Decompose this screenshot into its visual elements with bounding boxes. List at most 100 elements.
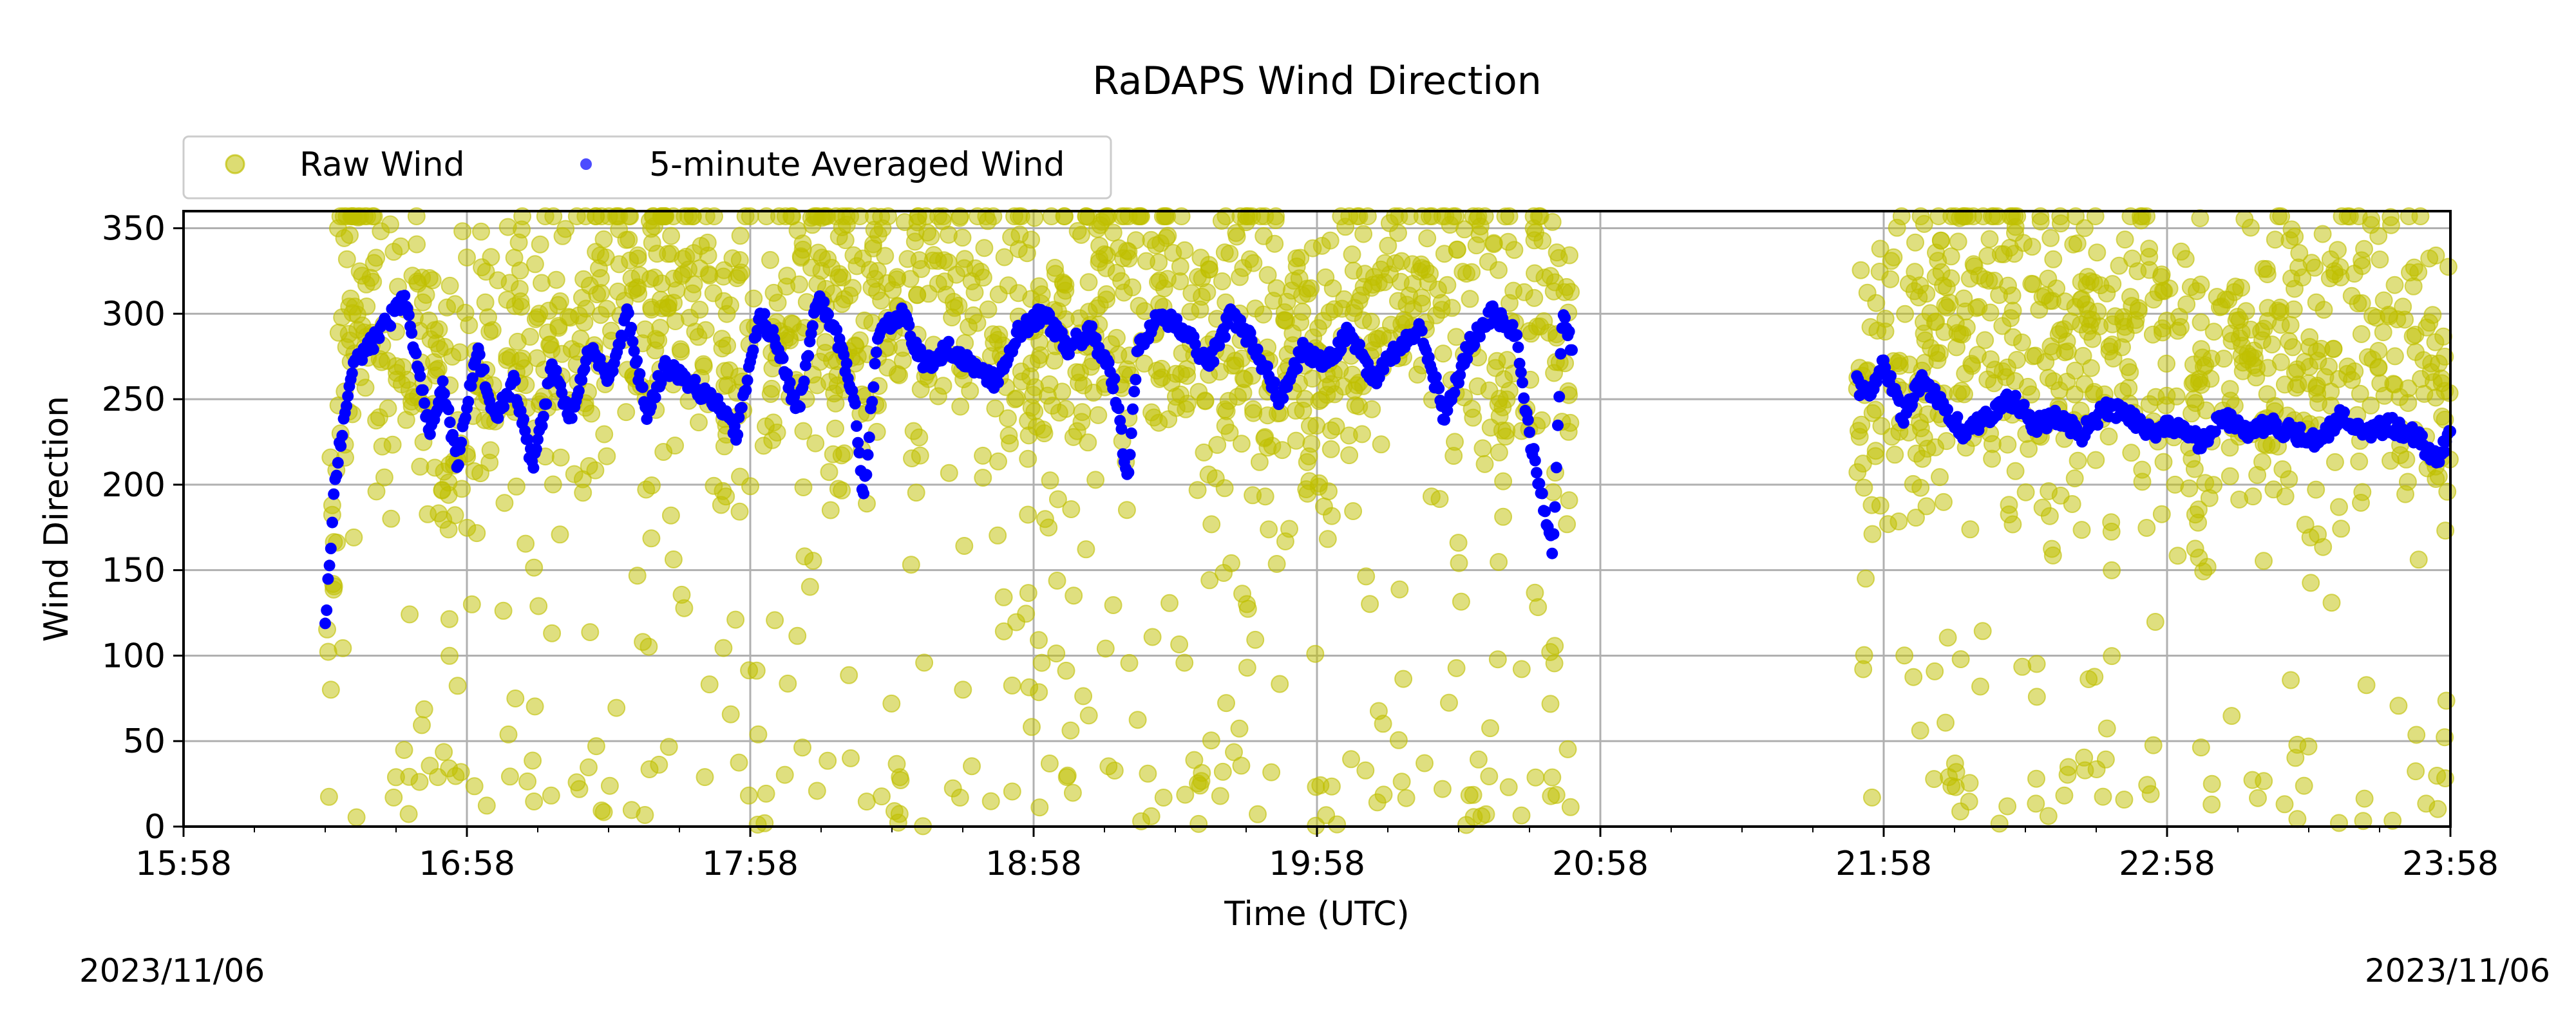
raw-wind-point <box>1350 292 1368 310</box>
raw-wind-point <box>981 792 1000 810</box>
raw-wind-point <box>448 677 467 695</box>
raw-wind-point <box>1447 659 1466 677</box>
raw-wind-point <box>1356 761 1375 780</box>
raw-wind-point <box>2352 494 2370 512</box>
raw-wind-point <box>319 787 338 806</box>
raw-wind-point <box>2196 474 2215 492</box>
raw-wind-point <box>761 250 779 269</box>
avg-wind-point <box>1553 391 1566 403</box>
raw-wind-point <box>1074 687 1093 706</box>
raw-wind-point <box>1488 351 1506 370</box>
raw-wind-point <box>1041 471 1059 490</box>
raw-wind-point <box>1526 768 1545 787</box>
raw-wind-point <box>507 477 526 496</box>
raw-wind-point <box>410 772 429 791</box>
avg-wind-point <box>689 373 701 386</box>
raw-wind-point <box>2076 219 2094 238</box>
avg-wind-point <box>325 543 337 554</box>
raw-wind-point <box>1935 492 1953 511</box>
raw-wind-point <box>819 751 837 770</box>
raw-wind-point <box>367 482 386 501</box>
raw-wind-point <box>2248 465 2267 484</box>
y-tick-label-4: 200 <box>102 466 166 505</box>
raw-wind-point <box>1321 440 1340 458</box>
raw-wind-point <box>1062 500 1081 518</box>
raw-wind-point <box>471 464 489 483</box>
raw-wind-point <box>2275 375 2294 394</box>
raw-wind-point <box>465 777 484 796</box>
raw-wind-point <box>571 330 590 348</box>
raw-wind-point <box>1150 370 1169 388</box>
raw-wind-point <box>2271 303 2289 321</box>
raw-wind-point <box>2065 469 2084 488</box>
raw-wind-point <box>905 232 924 251</box>
avg-wind-point <box>849 398 861 409</box>
raw-wind-point <box>592 284 610 303</box>
raw-wind-point <box>1057 400 1075 418</box>
raw-wind-point <box>2374 291 2393 310</box>
raw-wind-point <box>513 220 531 239</box>
raw-wind-point <box>1457 816 1475 834</box>
avg-wind-point <box>336 429 348 442</box>
x-tick-label-3: 18:58 <box>985 845 1082 883</box>
raw-wind-point <box>1039 518 1058 537</box>
raw-wind-point <box>2043 342 2062 361</box>
raw-wind-point <box>994 622 1013 641</box>
raw-wind-point <box>1361 595 1379 613</box>
raw-wind-point <box>1298 285 1317 303</box>
raw-wind-point <box>1392 772 1411 791</box>
raw-wind-point <box>714 267 733 286</box>
raw-wind-point <box>2394 297 2412 316</box>
avg-wind-point <box>1354 339 1365 351</box>
raw-wind-point <box>2309 525 2327 543</box>
avg-wind-point <box>867 381 880 393</box>
avg-wind-point <box>466 372 478 384</box>
raw-wind-point <box>2198 557 2217 576</box>
raw-wind-point <box>531 235 549 254</box>
raw-wind-point <box>1852 415 1871 434</box>
raw-wind-point <box>793 738 811 757</box>
raw-wind-point <box>1976 331 1994 350</box>
raw-wind-point <box>696 768 714 787</box>
raw-wind-point <box>1931 468 1949 487</box>
raw-wind-point <box>935 272 954 291</box>
legend: Raw Wind 5-minute Averaged Wind <box>182 135 1112 200</box>
raw-wind-point <box>384 788 403 807</box>
raw-wind-point <box>1166 388 1185 406</box>
raw-wind-point <box>862 278 881 297</box>
x-tick-label-8: 23:58 <box>2402 845 2499 883</box>
avg-wind-point <box>532 433 544 445</box>
avg-wind-point <box>862 449 874 461</box>
raw-wind-point <box>1030 798 1049 817</box>
raw-wind-point <box>2192 340 2210 359</box>
raw-wind-point <box>341 226 359 245</box>
raw-wind-point <box>2412 370 2430 388</box>
avg-wind-point <box>438 388 450 400</box>
raw-wind-point <box>713 339 732 358</box>
raw-wind-point <box>413 716 431 735</box>
raw-wind-point <box>2176 250 2195 268</box>
raw-wind-point <box>949 296 968 315</box>
legend-marker-averaged-wind <box>580 158 592 170</box>
raw-wind-point <box>2439 258 2458 276</box>
raw-wind-point <box>446 767 465 785</box>
raw-wind-point <box>720 361 739 380</box>
raw-wind-point <box>1926 662 1944 680</box>
avg-wind-point <box>327 516 338 529</box>
raw-wind-point <box>1340 446 1359 465</box>
avg-wind-point <box>735 402 748 414</box>
raw-wind-point <box>2383 811 2402 830</box>
raw-wind-point <box>2023 238 2041 256</box>
raw-wind-point <box>1535 268 1554 287</box>
raw-wind-point <box>1867 294 1886 312</box>
raw-wind-point <box>1038 386 1057 405</box>
avg-wind-point <box>373 332 385 344</box>
raw-wind-point <box>415 700 433 718</box>
raw-wind-point <box>2302 574 2320 592</box>
avg-wind-point <box>903 319 915 332</box>
raw-wind-point <box>1372 435 1390 454</box>
avg-wind-point <box>399 290 411 302</box>
raw-wind-point <box>1017 604 1036 623</box>
raw-wind-point <box>440 610 459 628</box>
